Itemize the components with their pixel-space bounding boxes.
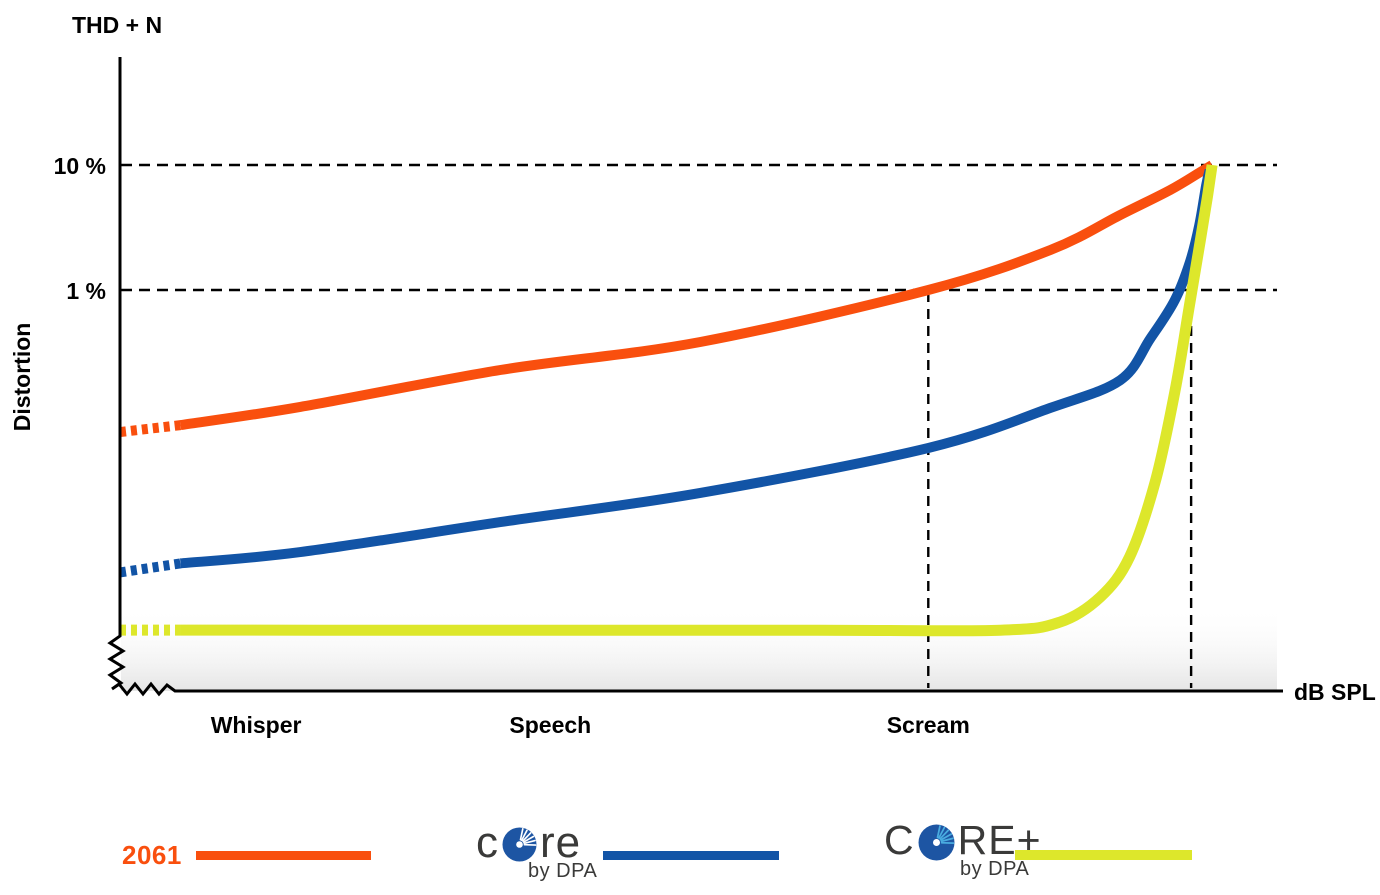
legend-line-core-plus bbox=[1015, 850, 1192, 860]
x-category-speech: Speech bbox=[509, 712, 591, 738]
legend-line-2061 bbox=[196, 851, 371, 860]
chart-title: THD + N bbox=[72, 12, 162, 38]
axes-with-break bbox=[107, 57, 1283, 697]
core-logo-letters-re: re bbox=[540, 818, 582, 867]
dpa-core-disc-icon bbox=[502, 826, 537, 862]
legend-2061-label: 2061 bbox=[122, 840, 182, 870]
core-logo-by-dpa: by DPA bbox=[528, 860, 598, 882]
core-logo-letter-c: c bbox=[476, 818, 499, 867]
core-plus-logo-letter-c: C bbox=[884, 816, 915, 863]
core-plus-logo-by-dpa: by DPA bbox=[960, 858, 1030, 880]
x-category-whisper: Whisper bbox=[211, 712, 302, 738]
floor-gradient bbox=[121, 606, 1277, 691]
horizontal-gridlines bbox=[121, 163, 1277, 292]
x-category-labels: Whisper Speech Scream bbox=[211, 712, 970, 738]
vertical-dashed-guides bbox=[927, 292, 1193, 688]
legend-line-core bbox=[603, 851, 779, 860]
y-tick-labels: 10 % 1 % bbox=[54, 153, 106, 304]
series-curve-0 bbox=[179, 160, 1215, 431]
y-tick-label-1: 1 % bbox=[66, 278, 106, 304]
data-curves bbox=[119, 160, 1218, 637]
y-axis-label: Distortion bbox=[9, 323, 35, 432]
legend-core-logo: c re by DPA bbox=[476, 818, 598, 883]
y-tick-label-10: 10 % bbox=[54, 153, 106, 179]
x-category-scream: Scream bbox=[887, 712, 970, 738]
series-dotted-head-0 bbox=[119, 420, 182, 438]
dpa-core-plus-disc-icon bbox=[918, 824, 955, 860]
series-curve-2 bbox=[180, 164, 1218, 637]
series-curve-1 bbox=[180, 168, 1215, 569]
series-dotted-head-1 bbox=[119, 558, 182, 578]
x-axis-label: dB SPL bbox=[1294, 679, 1376, 705]
